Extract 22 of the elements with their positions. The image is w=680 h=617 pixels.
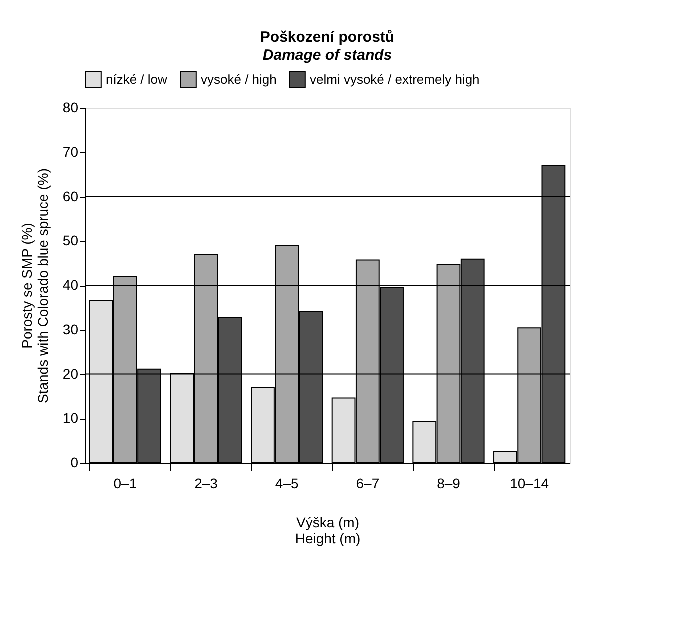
x-tick-label: 2–3 bbox=[194, 476, 218, 492]
y-tick-label: 60 bbox=[62, 188, 79, 204]
chart-subtitle: Damage of stands bbox=[262, 47, 392, 64]
x-tick-label: 4–5 bbox=[275, 476, 299, 492]
x-axis-title: Výška (m) Height (m) bbox=[295, 514, 361, 546]
chart-title: Poškození porostů bbox=[260, 29, 395, 46]
y-tick-label: 80 bbox=[62, 100, 79, 116]
x-tick-label: 8–9 bbox=[437, 476, 461, 492]
y-tick-label: 70 bbox=[62, 144, 79, 160]
x-tick-label: 10–14 bbox=[510, 476, 550, 492]
y-tick-label: 20 bbox=[62, 366, 79, 382]
x-tick-label: 0–1 bbox=[114, 476, 138, 492]
y-tick-label: 40 bbox=[62, 277, 79, 293]
x-tick-label: 6–7 bbox=[356, 476, 380, 492]
y-tick-label: 30 bbox=[62, 321, 79, 338]
y-tick-label: 50 bbox=[62, 232, 79, 249]
legend-label: nízké / low bbox=[106, 72, 168, 87]
legend-label: vysoké / high bbox=[201, 72, 277, 87]
legend-label: velmi vysoké / extremely high bbox=[310, 72, 480, 87]
y-tick-label: 0 bbox=[70, 454, 79, 470]
y-tick-label: 10 bbox=[62, 410, 79, 426]
y-axis-title: Porosty se SMP (%) Stands with Colorado blue spruce (%) bbox=[18, 168, 51, 404]
